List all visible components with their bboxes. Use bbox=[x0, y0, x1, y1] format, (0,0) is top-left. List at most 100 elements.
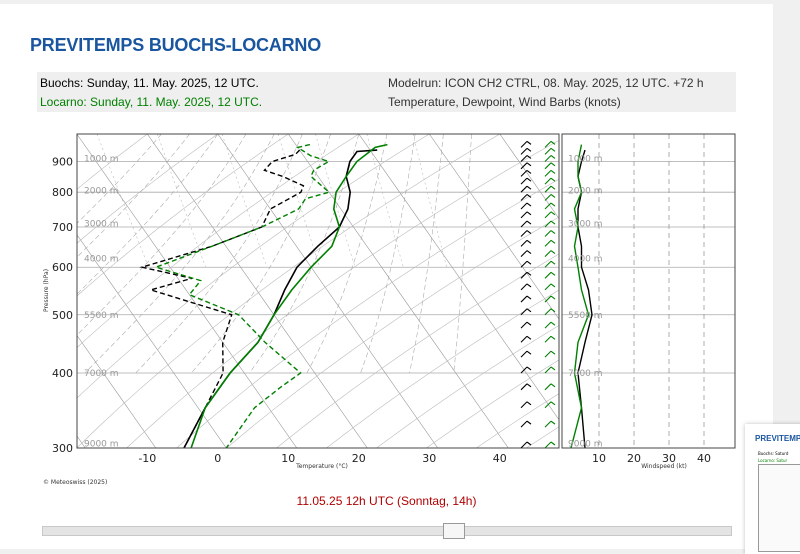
slider-thumb[interactable] bbox=[443, 523, 465, 539]
locarno-wind-barb-flag bbox=[550, 162, 556, 167]
dry-adiabat bbox=[77, 134, 430, 399]
locarno-wind-barb bbox=[544, 260, 552, 268]
dry-adiabat bbox=[126, 139, 559, 448]
wind-tick-label: 30 bbox=[662, 452, 676, 465]
page-title: PREVITEMPS BUOCHS-LOCARNO bbox=[30, 35, 322, 55]
locarno-wind-barb bbox=[544, 230, 552, 237]
height-label: 4000 m bbox=[84, 255, 119, 265]
wind-grid bbox=[562, 134, 735, 448]
locarno-wind-barb bbox=[544, 441, 552, 449]
buochs-wind-barb-flag bbox=[526, 441, 532, 446]
height-label: 2000 m bbox=[84, 187, 119, 197]
locarno-wind-barb-flag bbox=[550, 185, 556, 190]
height-label: 7000 m bbox=[568, 369, 603, 379]
copyright-label: © Meteoswiss (2025) bbox=[43, 479, 107, 486]
wind-tick-label: 40 bbox=[697, 452, 711, 465]
dry-adiabat bbox=[276, 253, 559, 448]
dry-adiabat bbox=[376, 324, 559, 448]
locarno-dewpoint-line bbox=[153, 143, 331, 448]
slider-track[interactable] bbox=[42, 526, 732, 536]
pressure-tick-label: 300 bbox=[52, 442, 73, 455]
buochs-wind-barb bbox=[520, 295, 528, 303]
dry-adiabat bbox=[226, 216, 559, 448]
moist-adiabat bbox=[453, 134, 472, 374]
temperature-tick-label: -10 bbox=[138, 452, 156, 465]
variables-label: Temperature, Dewpoint, Wind Barbs (knots… bbox=[388, 95, 621, 109]
locarno-wind-barb-flag bbox=[550, 271, 556, 276]
locarno-wind-barb-flag bbox=[550, 250, 556, 255]
buochs-wind-barb bbox=[520, 383, 528, 391]
temperature-tick-label: 30 bbox=[422, 452, 436, 465]
modelrun-label: Modelrun: ICON CH2 CTRL, 08. May. 2025, … bbox=[388, 76, 704, 90]
locarno-wind-barb-flag bbox=[550, 194, 556, 198]
locarno-wind-barb bbox=[544, 202, 552, 210]
height-label: 3000 m bbox=[84, 219, 119, 229]
isotherm bbox=[358, 134, 559, 421]
locarno-wind-barb-flag bbox=[550, 230, 556, 234]
locarno-wind-barb-flag bbox=[550, 383, 556, 388]
moist-adiabat bbox=[77, 134, 247, 336]
buochs-wind-barb bbox=[520, 177, 528, 185]
buochs-wind-barb bbox=[520, 155, 528, 162]
locarno-wind-barb-flag bbox=[550, 260, 556, 265]
wind-axis-label: Windspeed (kt) bbox=[641, 463, 687, 470]
buochs-wind-barb-flag bbox=[526, 169, 532, 174]
dry-adiabat bbox=[326, 289, 559, 448]
locarno-wind-barb bbox=[544, 140, 552, 148]
locarno-wind-barb bbox=[544, 239, 552, 247]
time-slider[interactable] bbox=[42, 523, 732, 539]
height-label: 9000 m bbox=[568, 440, 603, 450]
buochs-wind-barb-flag bbox=[526, 250, 532, 255]
locarno-wind-barb bbox=[544, 295, 552, 303]
buochs-wind-barb bbox=[520, 162, 528, 170]
buochs-wind-barb bbox=[520, 271, 528, 279]
mixing-ratio-line bbox=[315, 134, 356, 268]
wind-tick-label: 20 bbox=[627, 452, 641, 465]
buochs-wind-barb-flag bbox=[526, 295, 532, 300]
moist-adiabat bbox=[249, 134, 360, 374]
x-axis-label: Temperature (°C) bbox=[295, 463, 348, 470]
locarno-wind-barb-flag bbox=[550, 295, 556, 300]
profile-lines bbox=[139, 143, 388, 448]
info-header: Buochs: Sunday, 11. May. 2025, 12 UTC. L… bbox=[37, 72, 736, 112]
buochs-wind-barb bbox=[520, 350, 528, 358]
buochs-wind-barb bbox=[520, 211, 528, 219]
wind-plot-frame bbox=[561, 133, 736, 449]
buochs-wind-barb bbox=[520, 283, 528, 291]
pressure-tick-label: 500 bbox=[52, 309, 73, 322]
moist-adiabat bbox=[77, 134, 219, 295]
buochs-wind-barb-flag bbox=[526, 147, 532, 152]
moist-adiabat bbox=[135, 134, 303, 374]
locarno-wind-barb bbox=[544, 220, 552, 228]
moist-adiabat bbox=[77, 134, 190, 258]
locarno-wind-barb bbox=[544, 194, 552, 201]
wind-tick-label: 10 bbox=[592, 452, 606, 465]
isotherm bbox=[499, 134, 559, 220]
buochs-wind-barb-flag bbox=[526, 321, 532, 326]
next-sounding-thumbnail[interactable]: PREVITEMPS Buochs: Saturd Locarno: Satur bbox=[745, 424, 800, 554]
buochs-wind-barb bbox=[520, 140, 528, 148]
height-label: 5500 m bbox=[568, 311, 603, 321]
locarno-wind-barb bbox=[544, 401, 552, 409]
buochs-wind-barb bbox=[520, 202, 528, 210]
locarno-wind-barb bbox=[544, 177, 552, 185]
dry-adiabat bbox=[77, 134, 500, 448]
height-label: 4000 m bbox=[568, 255, 603, 265]
locarno-wind-barb bbox=[544, 271, 552, 279]
buochs-wind-barb bbox=[520, 239, 528, 247]
isotherm bbox=[77, 234, 227, 448]
buochs-wind-barb-flag bbox=[526, 230, 532, 234]
height-label: 9000 m bbox=[84, 440, 119, 450]
forecast-time-label: 11.05.25 12h UTC (Sonntag, 14h) bbox=[296, 494, 477, 508]
locarno-wind-barb-flag bbox=[550, 335, 556, 340]
buochs-wind-barb-flag bbox=[526, 140, 532, 145]
height-label: 3000 m bbox=[568, 219, 603, 229]
pressure-tick-label: 900 bbox=[52, 155, 73, 168]
locarno-wind-barb bbox=[544, 283, 552, 291]
wind-barbs bbox=[520, 140, 556, 449]
buochs-wind-barb-flag bbox=[526, 194, 532, 198]
mixing-ratio-line bbox=[221, 134, 268, 268]
dry-adiabat bbox=[77, 134, 148, 190]
buochs-wind-barb-flag bbox=[526, 220, 532, 225]
